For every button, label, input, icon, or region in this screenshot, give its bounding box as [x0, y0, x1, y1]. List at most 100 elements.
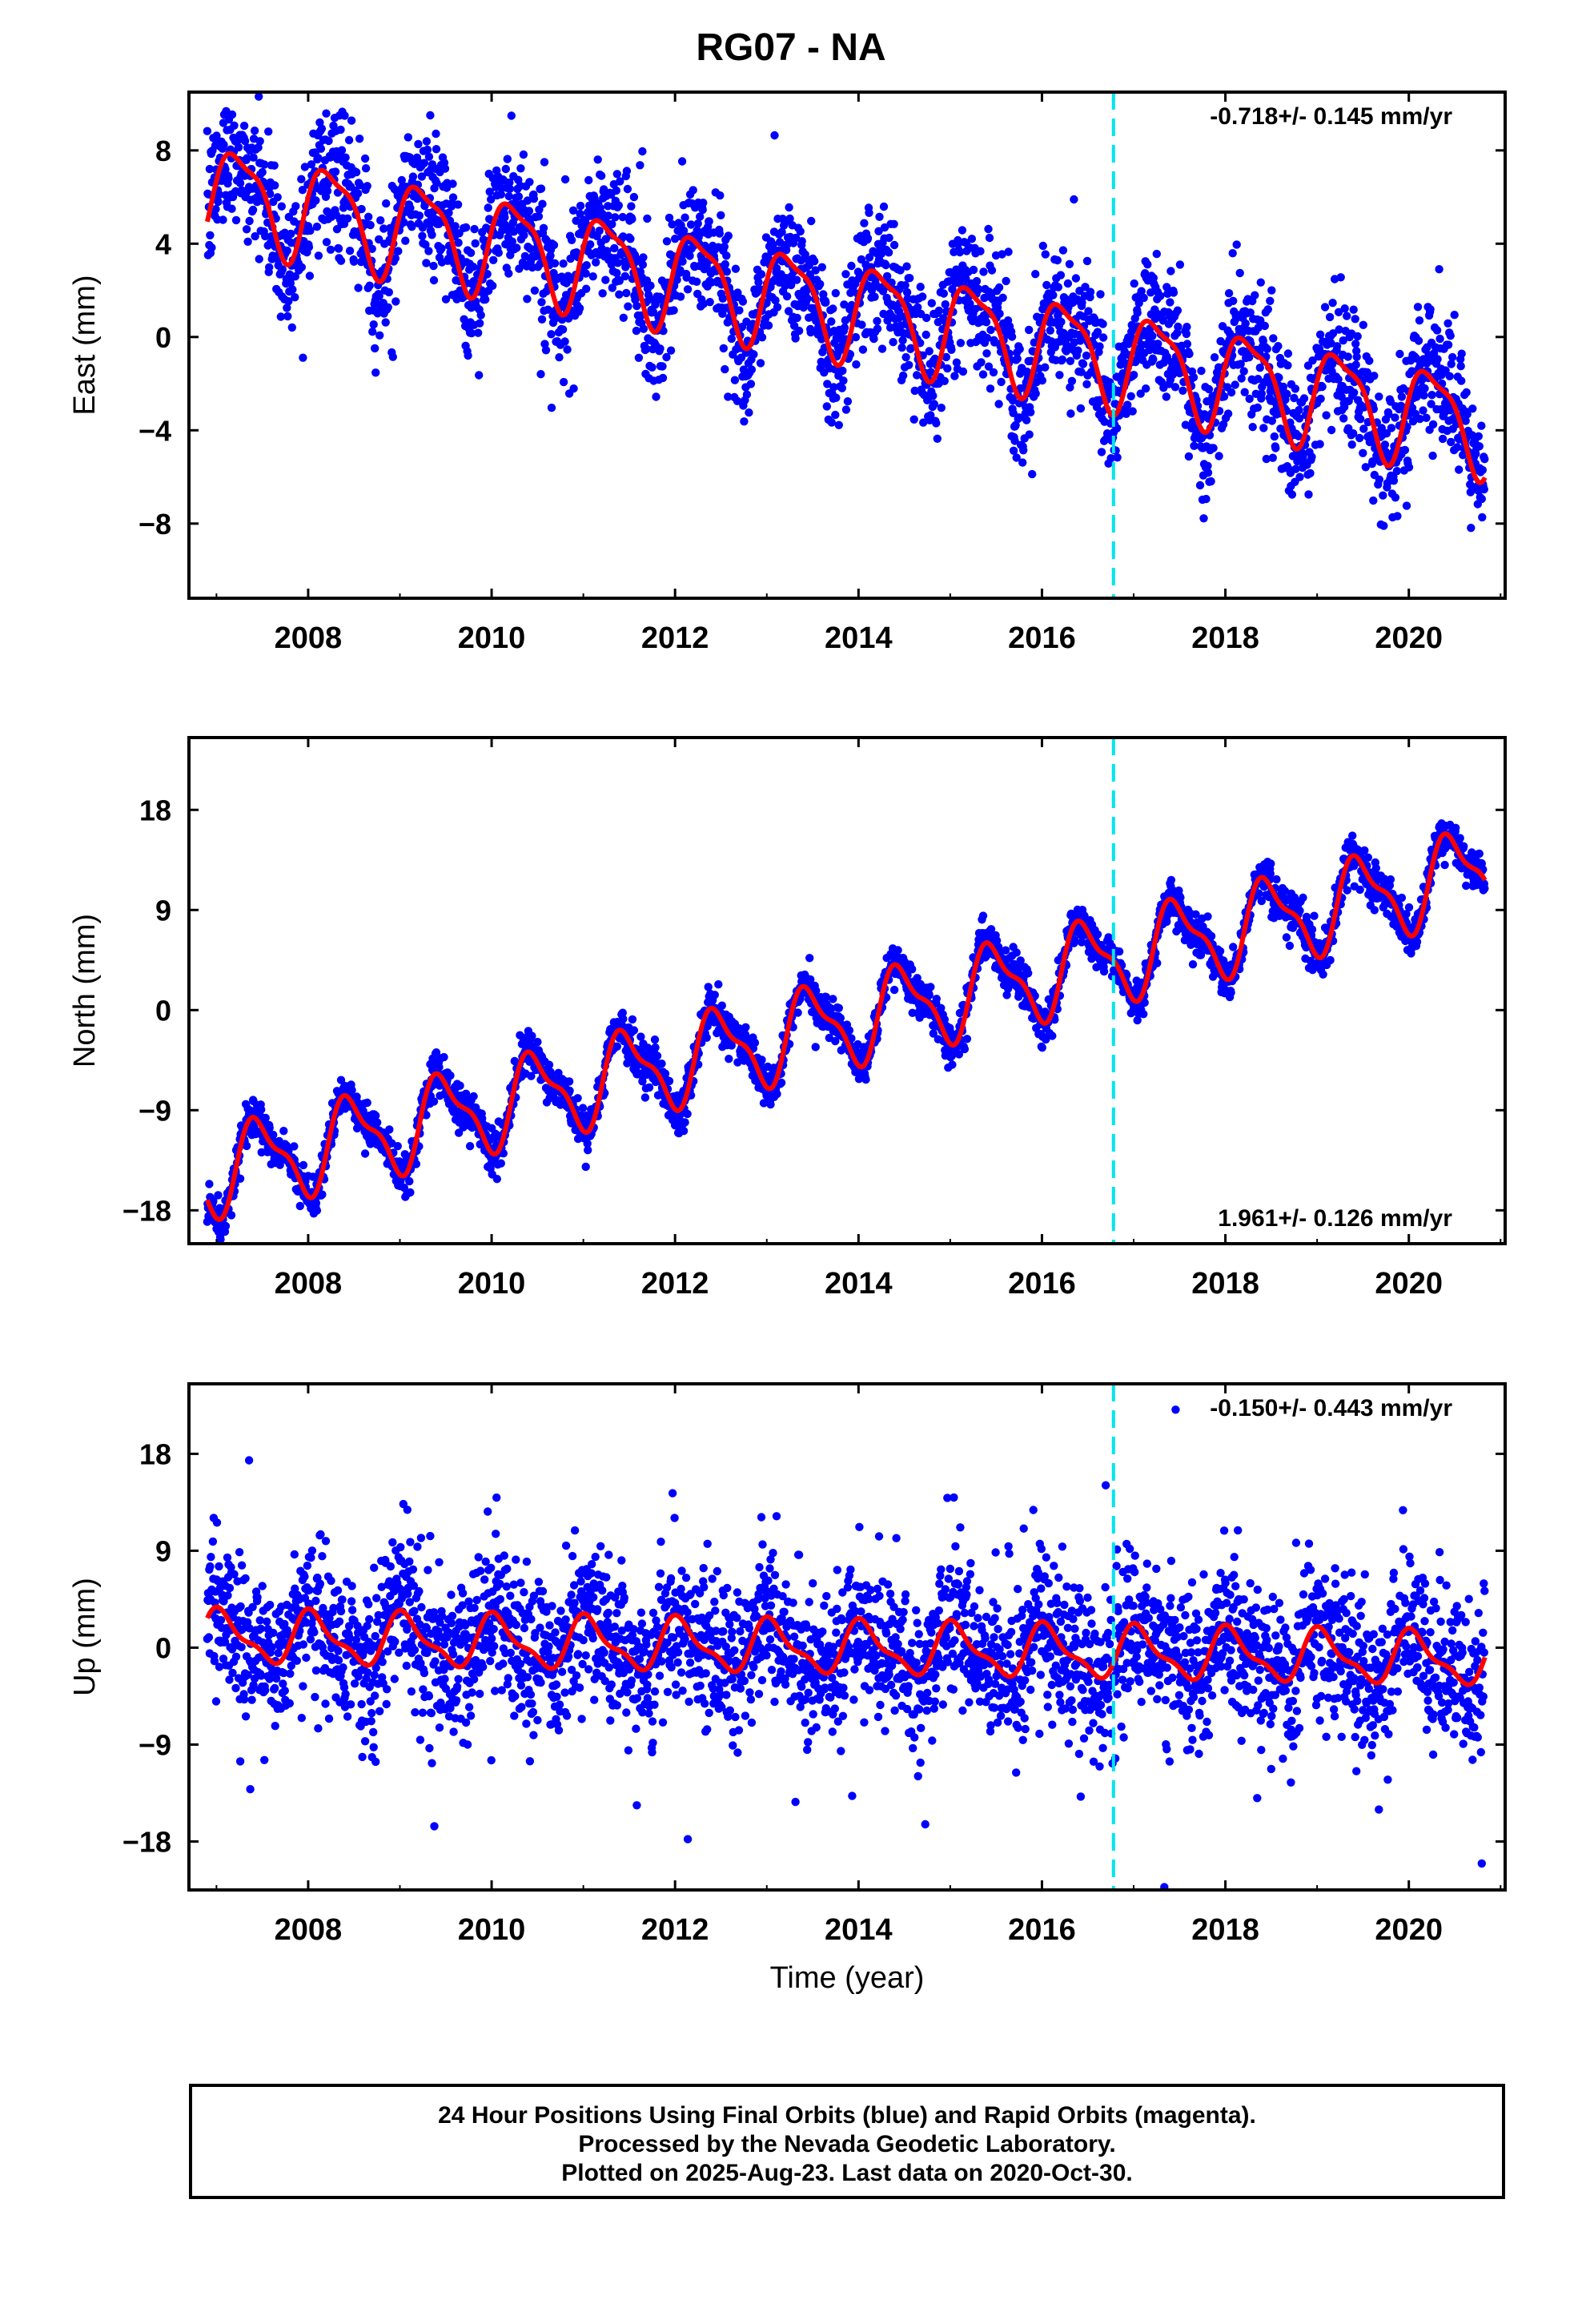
- data-point: [1071, 274, 1081, 283]
- data-point: [421, 240, 430, 249]
- data-point: [317, 124, 327, 133]
- data-point: [974, 285, 983, 294]
- data-point: [922, 313, 931, 323]
- data-point: [461, 223, 471, 232]
- data-point: [939, 289, 949, 298]
- data-point: [817, 357, 825, 366]
- data-point: [1359, 448, 1367, 457]
- data-point: [1477, 494, 1487, 504]
- data-point: [1335, 325, 1343, 334]
- data-point: [956, 339, 966, 348]
- data-point: [724, 231, 733, 240]
- data-point: [976, 247, 985, 255]
- panel-2: 2008 2010 2012 2014 2016 2018 20201890−9−18Nor…: [68, 736, 1507, 1301]
- data-point: [1162, 392, 1171, 401]
- data-point: [520, 231, 528, 239]
- data-point: [817, 263, 826, 271]
- data-point: [858, 345, 868, 354]
- data-point: [650, 1035, 660, 1044]
- data-point: [1397, 392, 1407, 401]
- data-point: [679, 226, 689, 235]
- data-point: [1315, 344, 1324, 353]
- data-point: [361, 164, 371, 173]
- data-point: [925, 347, 934, 356]
- data-point: [1291, 384, 1300, 393]
- data-point: [847, 1034, 856, 1043]
- data-point: [304, 243, 314, 251]
- data-point: [1031, 270, 1040, 279]
- data-point: [315, 118, 324, 127]
- data-point: [985, 233, 994, 243]
- data-point: [901, 352, 910, 362]
- data-point: [485, 187, 494, 196]
- data-point: [962, 275, 970, 283]
- data-point: [1384, 410, 1393, 419]
- data-point: [636, 161, 644, 170]
- data-point: [1426, 305, 1435, 314]
- data-point: [742, 317, 751, 326]
- data-point: [499, 1149, 508, 1158]
- data-point: [607, 260, 616, 269]
- data-point: [972, 276, 982, 286]
- data-point: [341, 153, 350, 162]
- data-point: [227, 1211, 236, 1220]
- data-point: [278, 265, 287, 274]
- data-point: [941, 300, 950, 309]
- data-point: [1082, 351, 1091, 360]
- data-point: [383, 303, 392, 312]
- data-point: [505, 178, 514, 187]
- data-point: [632, 301, 641, 311]
- data-point: [718, 294, 727, 303]
- data-point: [1142, 384, 1150, 393]
- data-point: [722, 251, 731, 260]
- data-point: [1146, 288, 1155, 297]
- data-point: [874, 227, 883, 235]
- data-point: [1122, 409, 1130, 418]
- data-point: [608, 283, 616, 292]
- data-point: [619, 1015, 628, 1023]
- data-point: [717, 211, 725, 219]
- data-point: [645, 295, 655, 304]
- data-point: [1295, 405, 1303, 415]
- data-point: [1463, 410, 1472, 419]
- data-point: [401, 236, 410, 245]
- data-point: [624, 302, 632, 311]
- data-point: [665, 1076, 674, 1086]
- data-point: [243, 154, 251, 163]
- data-point: [612, 170, 621, 179]
- data-point: [764, 253, 773, 262]
- data-point: [547, 330, 556, 339]
- data-point: [371, 368, 380, 377]
- data-point: [1414, 336, 1423, 345]
- data-point: [468, 263, 478, 271]
- data-point: [441, 295, 451, 304]
- data-point: [261, 1113, 270, 1123]
- data-point: [470, 224, 479, 234]
- data-point: [1441, 366, 1450, 375]
- data-point: [644, 1083, 654, 1092]
- data-point: [782, 292, 792, 301]
- data-point: [563, 345, 572, 354]
- data-point: [747, 365, 757, 374]
- data-point: [286, 279, 295, 287]
- data-point: [910, 386, 919, 396]
- data-point: [873, 324, 882, 333]
- data-point: [823, 380, 832, 388]
- data-point: [1395, 349, 1404, 359]
- data-point: [369, 320, 378, 329]
- data-point: [1038, 376, 1047, 385]
- data-point: [796, 227, 805, 236]
- data-point: [1315, 330, 1325, 339]
- data-point: [523, 295, 532, 304]
- data-point: [786, 280, 796, 290]
- data-point: [757, 333, 767, 342]
- data-point: [385, 1125, 394, 1134]
- data-point: [1352, 352, 1361, 361]
- data-point: [400, 218, 408, 227]
- data-point: [454, 238, 463, 247]
- data-point: [307, 160, 316, 169]
- data-point: [646, 281, 655, 290]
- data-point: [440, 164, 450, 173]
- data-point: [1287, 490, 1297, 499]
